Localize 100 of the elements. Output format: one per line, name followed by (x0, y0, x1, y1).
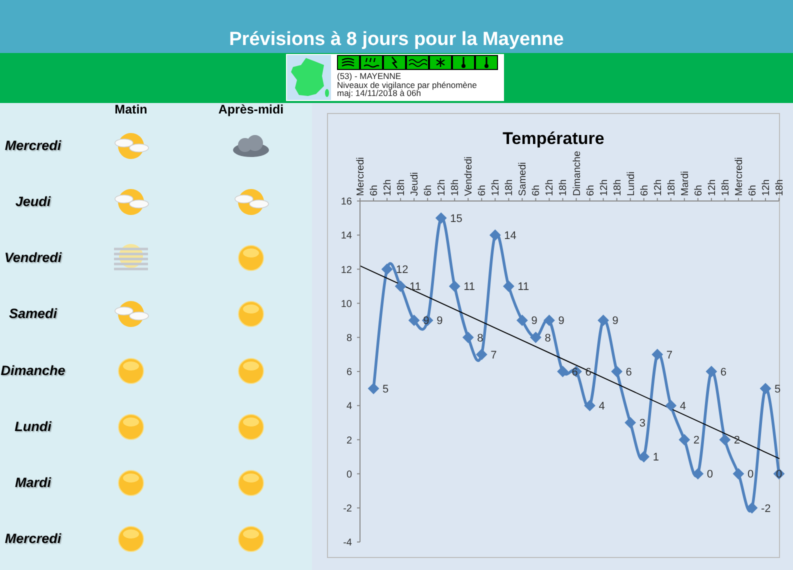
point (665, 400, 676, 412)
x-tick-label: 12h (598, 179, 610, 196)
point (719, 434, 730, 446)
point (611, 366, 622, 377)
y-tick-label: 8 (346, 332, 352, 344)
point (678, 434, 690, 446)
point (462, 332, 474, 343)
data-label: 9 (612, 315, 618, 328)
x-tick-label: 12h (544, 179, 556, 196)
x-tick-label: Lundi (626, 172, 637, 196)
x-tick-label: 6h (423, 184, 434, 196)
y-tick-label: 14 (340, 230, 352, 242)
category-label: Samedi (8, 306, 58, 322)
chart-title: Température (502, 129, 604, 148)
text: (53) - MAYENNE (337, 71, 402, 81)
data-label: 1 (652, 452, 659, 464)
x-tick-label: Samedi (518, 162, 529, 196)
point (732, 468, 744, 480)
data-label: 12 (396, 264, 408, 276)
x-tick-label: 6h (693, 184, 704, 196)
category-label: Mercredi (4, 531, 62, 546)
data-label: 5 (774, 383, 781, 396)
x-tick-label: 18h (774, 179, 786, 196)
point (490, 230, 501, 241)
x-tick-label: 18h (612, 179, 624, 196)
x-tick-label: Jeudi (410, 172, 421, 196)
data-label: 9 (436, 315, 443, 328)
data-label: 11 (464, 281, 476, 294)
point (544, 314, 555, 326)
text: Prévisions à 8 jours pour la Mayenne (229, 29, 564, 50)
data-label: 7 (666, 349, 672, 362)
data-label: 3 (639, 418, 646, 430)
category-label: Mardi (14, 474, 52, 490)
x-tick-label: 12h (382, 179, 394, 196)
data-label: 9 (558, 315, 564, 328)
text: Niveaux de vigilance par phénomène (337, 80, 477, 90)
x-tick-label: 6h (639, 184, 650, 196)
data-label: 7 (490, 349, 497, 362)
x-tick-label: 12h (760, 179, 772, 196)
y-tick-label: 12 (340, 264, 352, 276)
data-label: -2 (760, 502, 771, 515)
category-label: Dimanche (0, 362, 66, 378)
data-label: 6 (720, 366, 727, 378)
data-label: 0 (776, 468, 782, 481)
data-label: 11 (518, 281, 530, 294)
text: maj: 14/11/2018 à 06h (337, 88, 421, 98)
y-tick-label: 16 (340, 196, 352, 208)
point (382, 264, 393, 275)
point (449, 280, 460, 292)
y-tick-label: 0 (346, 469, 352, 480)
point (503, 280, 514, 292)
category-label: Lundi (14, 418, 52, 434)
x-tick-label: Mercredi (356, 157, 366, 196)
data-label: 5 (382, 383, 389, 396)
x-tick-label: 6h (477, 184, 488, 196)
x-tick-label: Mercredi (734, 157, 745, 196)
point (706, 366, 717, 377)
y-tick-label: -2 (343, 503, 352, 514)
data-label: 9 (531, 315, 538, 328)
category-label: Jeudi (15, 194, 51, 210)
data-label: 0 (706, 468, 714, 481)
x-tick-label: 12h (436, 179, 448, 196)
point (408, 314, 420, 326)
point (760, 383, 771, 394)
data-label: 4 (598, 400, 605, 412)
x-tick-label: 18h (504, 179, 516, 196)
point (638, 451, 650, 462)
point (368, 383, 380, 394)
category-label: Mercredi (4, 138, 62, 153)
point (652, 348, 663, 360)
data-label: 6 (572, 366, 578, 378)
x-tick-label: Vendredi (464, 156, 475, 196)
x-tick-label: 12h (706, 179, 718, 196)
x-tick-label: 6h (369, 184, 380, 196)
y-tick-label: 6 (346, 367, 352, 378)
x-tick-label: 6h (531, 184, 542, 196)
data-label: 14 (504, 230, 516, 242)
data-label: 11 (410, 281, 421, 294)
category-label: Vendredi (4, 250, 62, 266)
x-tick-label: Dimanche (572, 150, 583, 196)
x-tick-label: 6h (585, 184, 596, 196)
data-label: 15 (450, 212, 462, 225)
y-tick-label: 4 (346, 401, 352, 412)
x-tick-label: 18h (396, 179, 408, 196)
x-tick-label: 12h (652, 179, 664, 196)
data-label: 9 (423, 315, 430, 328)
x-tick-label: 18h (720, 179, 732, 196)
point (476, 348, 488, 360)
y-tick-label: 2 (346, 435, 352, 446)
point (584, 400, 596, 412)
y-tick-label: 10 (340, 298, 352, 310)
data-label: 0 (747, 468, 754, 481)
point (436, 212, 447, 224)
x-tick-label: 18h (558, 179, 570, 196)
x-tick-label: 18h (450, 179, 462, 196)
point (516, 314, 528, 326)
x-tick-label: 18h (666, 179, 678, 196)
point (598, 314, 609, 326)
y-tick-label: -4 (343, 538, 352, 549)
x-tick-label: Mardi (680, 170, 691, 196)
